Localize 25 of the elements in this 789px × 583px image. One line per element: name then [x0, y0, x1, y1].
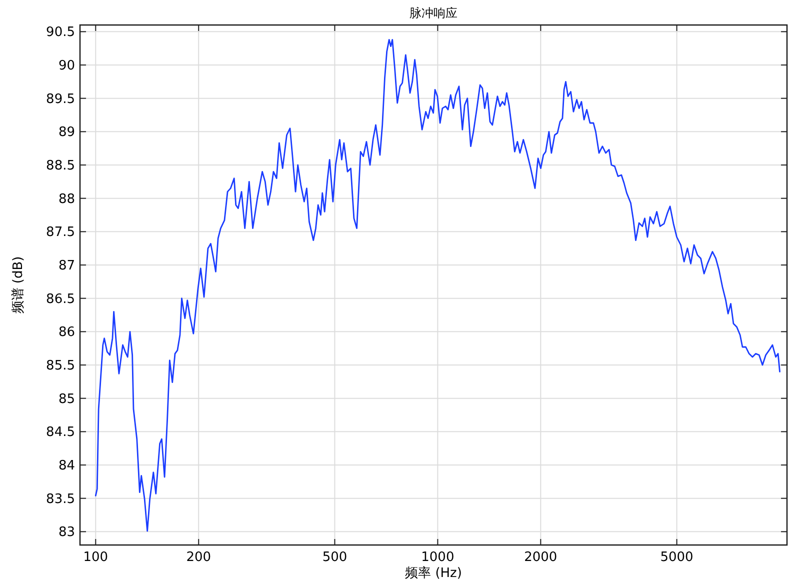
x-tick-label: 5000 — [660, 550, 694, 565]
x-tick-label: 2000 — [524, 550, 558, 565]
y-tick-label: 83.5 — [46, 492, 75, 507]
y-tick-label: 87 — [58, 258, 75, 274]
y-tick-label: 88.5 — [46, 158, 75, 174]
y-tick-label: 85 — [58, 392, 75, 407]
y-tick-label: 90 — [58, 58, 75, 74]
x-axis-title: 频率 (Hz) — [405, 565, 462, 581]
y-tick-label: 89.5 — [46, 92, 75, 107]
y-tick-label: 89 — [58, 125, 75, 140]
y-tick-label: 90.5 — [46, 25, 75, 40]
y-tick-label: 85.5 — [46, 358, 75, 374]
y-tick-label: 87.5 — [46, 225, 75, 240]
x-tick-label: 1000 — [421, 550, 454, 565]
y-tick-label: 88 — [58, 192, 75, 207]
y-tick-label: 86 — [58, 325, 75, 340]
x-tick-label: 200 — [186, 550, 212, 565]
y-axis-title: 频谱 (dB) — [11, 256, 26, 314]
x-tick-label: 500 — [322, 550, 348, 565]
chart-title: 脉冲响应 — [410, 6, 458, 20]
y-tick-label: 84.5 — [46, 425, 75, 440]
x-tick-label: 100 — [83, 550, 108, 565]
y-tick-label: 84 — [58, 458, 75, 474]
y-tick-label: 86.5 — [46, 292, 75, 307]
y-tick-label: 83 — [58, 525, 75, 540]
